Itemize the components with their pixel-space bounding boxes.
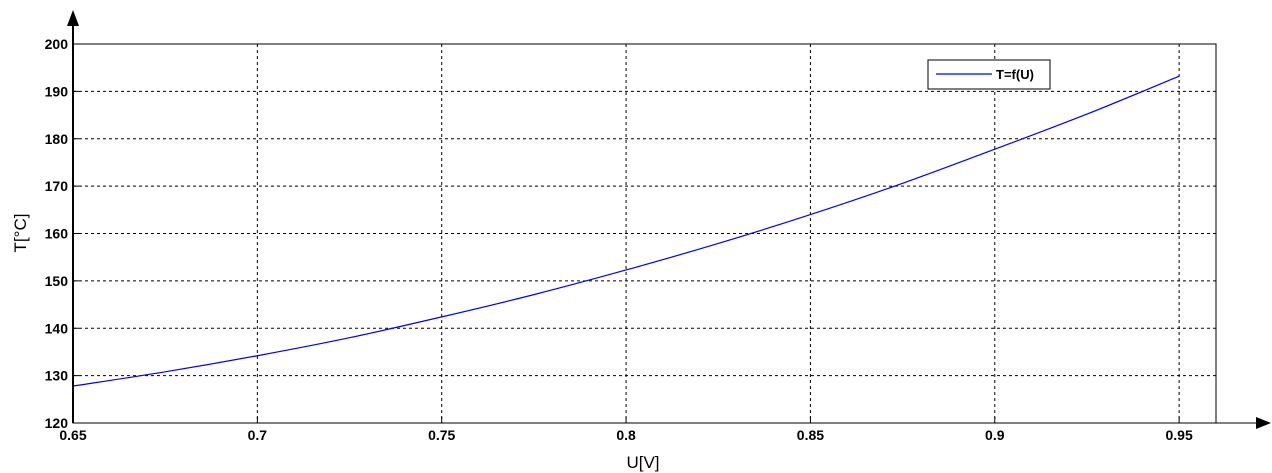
x-axis-arrowhead <box>1256 417 1271 429</box>
legend-entry-label: T=f(U) <box>996 67 1034 82</box>
y-tick-label: 180 <box>45 131 69 147</box>
y-tick-label: 130 <box>45 368 69 384</box>
y-tick-label: 160 <box>45 226 69 242</box>
x-tick-label: 0.85 <box>797 427 824 443</box>
axis-ticks: 0.65 0.7 0.75 0.8 0.85 0.9 0.95 120 130 140 150 160… <box>45 36 1193 443</box>
y-axis-label: T[°C] <box>11 214 30 253</box>
y-tick-label: 150 <box>45 273 69 289</box>
x-tick-label: 0.8 <box>616 427 636 443</box>
y-tick-label: 190 <box>45 83 69 99</box>
x-tick-label: 0.75 <box>428 427 455 443</box>
y-axis-arrowhead <box>67 10 79 26</box>
legend: T=f(U) <box>927 59 1051 90</box>
y-tick-label: 170 <box>45 178 69 194</box>
y-tick-label: 140 <box>45 320 69 336</box>
x-tick-label: 0.95 <box>1166 427 1193 443</box>
x-tick-label: 0.9 <box>985 427 1005 443</box>
x-axis-label: U[V] <box>626 453 659 472</box>
y-tick-label: 120 <box>45 415 69 431</box>
y-tick-label: 200 <box>45 36 69 52</box>
x-tick-label: 0.65 <box>59 427 86 443</box>
series-line <box>72 75 1180 387</box>
series-group <box>72 75 1180 387</box>
x-tick-label: 0.7 <box>248 427 268 443</box>
grid-lines <box>73 44 1216 423</box>
